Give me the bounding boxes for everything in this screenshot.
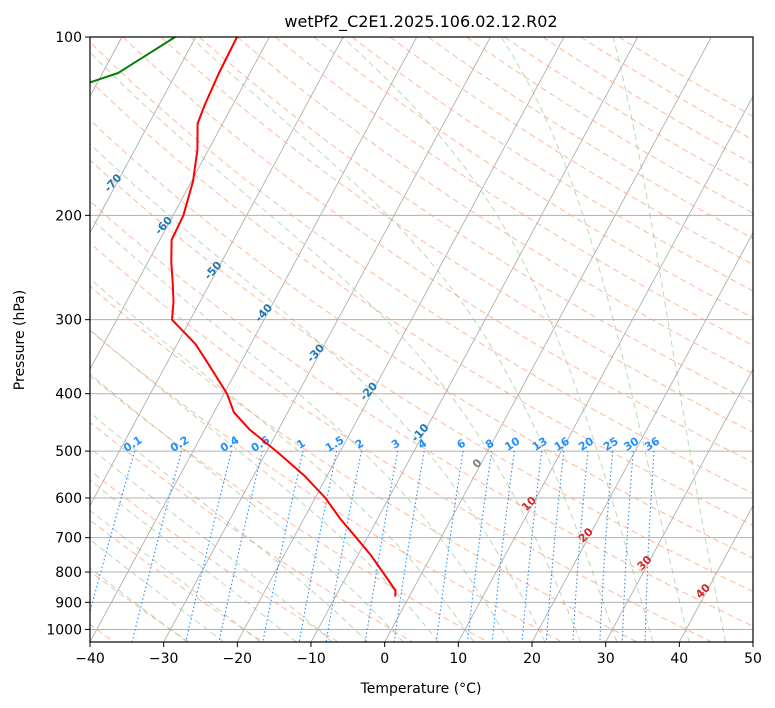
y-axis: 100 200 300 400 500 600 700 800 900 1000 [46,30,90,638]
dry-adiabat [90,570,190,642]
y-tick-label: 900 [55,595,82,611]
moist-adiabat [90,217,510,642]
isotherm-gridline [531,231,753,642]
x-tick-label: 10 [449,651,467,667]
y-tick-label: 100 [55,30,82,46]
isotherm-gridline [90,37,197,234]
temperature-profile-line [170,37,397,597]
mixing-ratio-line [262,450,304,642]
dry-adiabat [313,37,753,319]
y-tick-label: 300 [55,313,82,329]
mixing-ratio-line [131,450,183,642]
x-axis-label: Temperature (°C) [360,681,482,697]
moist-adiabat [341,37,654,642]
x-tick-label: 20 [523,651,541,667]
mixing-ratio-line [491,451,515,642]
x-tick-label: 50 [744,651,762,667]
dry-adiabat [90,200,753,627]
mixing-ratio-line [364,451,399,642]
isotherm-gridline [457,95,753,642]
isotherm-gridline [90,37,270,371]
mixing-ratio-line [185,450,233,642]
mixing-ratio-line [572,451,589,642]
x-tick-label: −30 [149,651,179,667]
dry-adiabat [90,519,264,642]
mixing-ratio-line [644,451,655,642]
dry-adiabat [275,37,753,347]
x-tick-label: 40 [670,651,688,667]
x-axis: −40 −30 −20 −10 0 10 20 30 40 50 [75,642,762,667]
isotherm-gridline [678,504,753,642]
dry-adiabat [90,469,339,642]
isotherm-gridline [90,37,344,507]
y-tick-label: 600 [55,491,82,507]
x-tick-label: −10 [296,651,326,667]
dry-adiabat [198,37,753,404]
moist-adiabat [90,539,225,642]
moist-adiabat [612,37,727,642]
mixing-ratio-line [325,450,362,642]
mixing-ratio-line [521,451,543,642]
isotherm-gridline [236,37,565,642]
mixing-ratio-line [90,450,136,614]
dry-adiabat [90,329,563,642]
moist-adiabat [90,567,188,642]
moist-adiabat [90,329,439,642]
moist-adiabat [90,412,369,642]
mixing-ratio-line [545,451,565,642]
moist-adiabat [90,479,297,642]
x-tick-label: −20 [223,651,253,667]
mixing-ratio-line [298,450,338,642]
x-tick-label: 30 [597,651,615,667]
plot-frame [89,36,754,643]
mixing-ratio-line [218,450,263,642]
isotherm-gridline [163,37,491,642]
dry-adiabat [90,375,488,642]
isotherm-gridline [384,37,712,642]
isotherm-gridline [605,368,753,642]
y-tick-label: 700 [55,531,82,547]
dry-adiabat [90,285,638,642]
moist-adiabat [90,278,475,642]
y-tick-label: 1000 [46,622,82,638]
profile-series [90,37,397,597]
mixing-ratio-line [599,451,614,642]
mixing-ratio-line [466,451,493,642]
y-tick-label: 500 [55,444,82,460]
dry-adiabat [237,37,753,375]
moist-adiabat [90,509,261,642]
dry-adiabat [90,421,414,642]
y-tick-label: 200 [55,208,82,224]
mixing-ratio-line [435,451,464,642]
moist-adiabat [500,37,690,642]
dry-adiabat [90,242,712,642]
y-tick-label: 400 [55,387,82,403]
x-tick-label: 0 [380,651,389,667]
mixing-ratio-line [393,451,425,642]
mixing-ratio-line [621,451,634,642]
moist-adiabat [90,447,333,642]
dry-adiabat [160,37,753,433]
dry-adiabat [351,37,753,292]
y-axis-label: Pressure (hPa) [12,290,28,390]
y-tick-label: 800 [55,565,82,581]
moist-adiabat [90,143,546,642]
dry-adiabat [90,159,753,593]
x-tick-label: −40 [75,651,105,667]
isotherm-gridline [90,37,418,642]
background-lines [90,37,753,642]
chart-title: wetPf2_C2E1.2025.106.02.12.R02 [284,12,557,32]
